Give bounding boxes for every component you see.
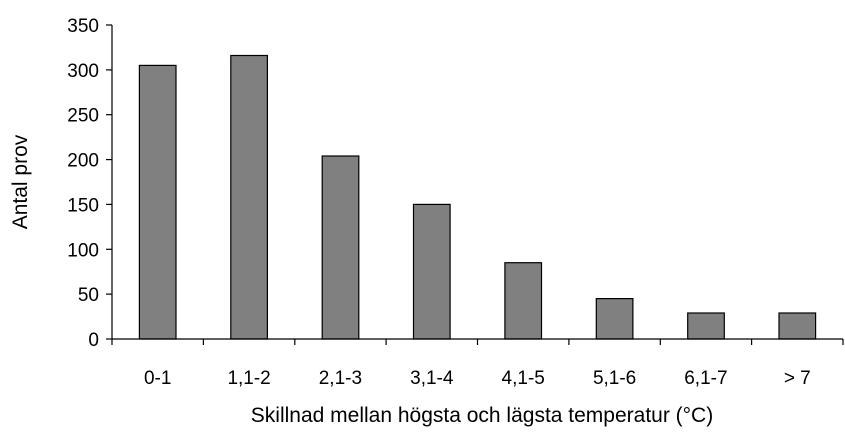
bar-0: [138, 64, 177, 340]
bar-2: [321, 155, 360, 340]
y-tick-label-0: 0: [88, 330, 99, 351]
bar-7: [778, 312, 817, 340]
bar-6: [687, 312, 725, 340]
axes-layer: [111, 25, 843, 340]
bars-layer: [138, 54, 817, 340]
x-tick-label-5: 5,1-6: [593, 368, 636, 389]
bar-1: [230, 54, 269, 340]
y-tick-label-5: 250: [67, 106, 99, 127]
y-tick-label-1: 50: [78, 285, 99, 306]
bar-3: [412, 203, 451, 340]
y-tick-label-2: 100: [67, 240, 99, 261]
x-tick-label-6: 6,1-7: [684, 368, 727, 389]
x-tick-label-2: 2,1-3: [319, 368, 362, 389]
x-tick-label-4: 4,1-5: [502, 368, 545, 389]
y-ticks: 0 50 100 150 200 250 300 350: [67, 16, 112, 351]
x-ticks: 0-1 1,1-2 2,1-3 3,1-4 4,1-5 5,1-6 6,1-7 > 7: [111, 339, 844, 389]
x-tick-label-1: 1,1-2: [227, 368, 270, 389]
y-tick-label-3: 150: [67, 195, 99, 216]
x-axis-title: Skillnad mellan högsta och lägsta temper…: [251, 404, 713, 427]
bar-4: [504, 262, 543, 340]
y-axis-title: Antal prov: [9, 134, 32, 229]
x-tick-label-0: 0-1: [144, 368, 171, 389]
y-tick-label-4: 200: [67, 151, 99, 172]
x-tick-label-7: > 7: [784, 368, 811, 389]
bar-5: [595, 298, 634, 340]
y-tick-label-6: 300: [67, 61, 99, 82]
x-tick-label-3: 3,1-4: [410, 368, 454, 389]
y-tick-label-7: 350: [67, 16, 99, 37]
